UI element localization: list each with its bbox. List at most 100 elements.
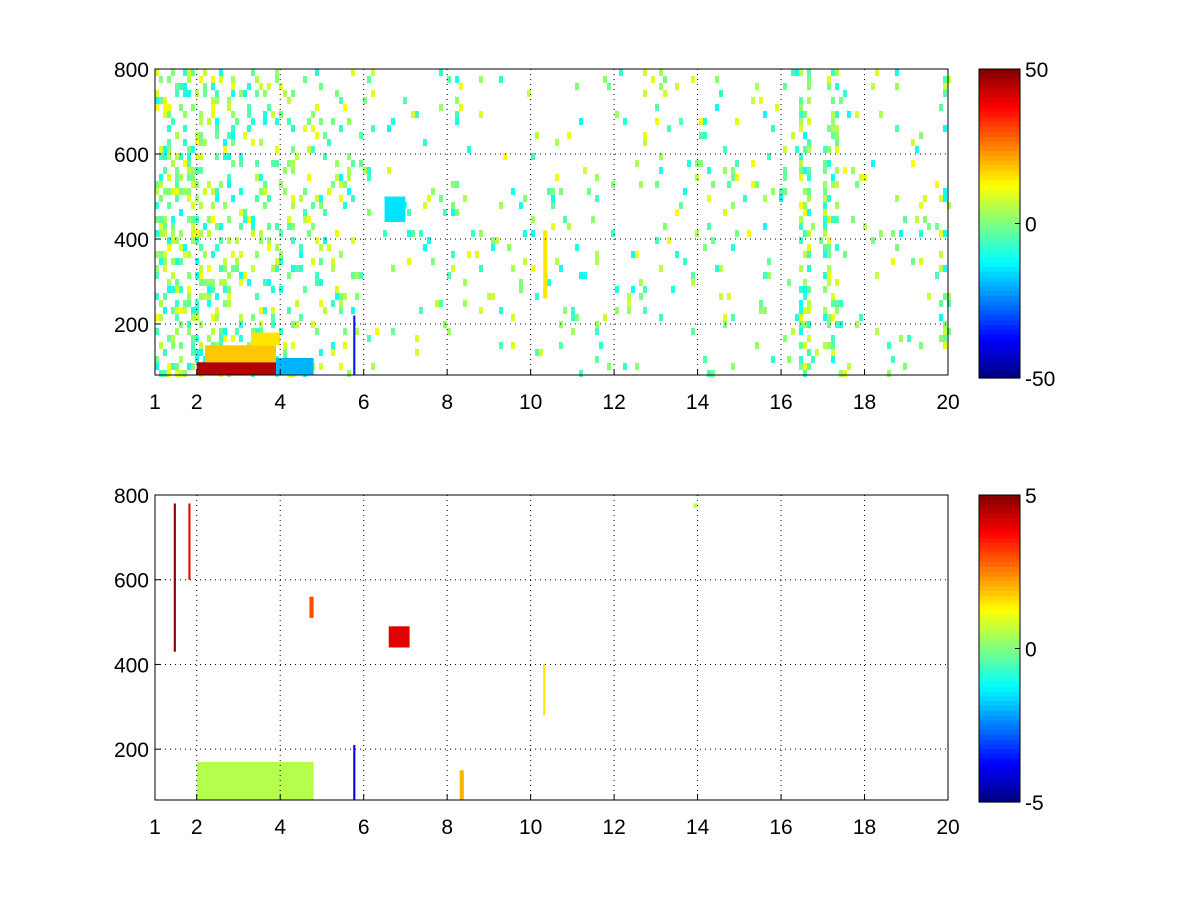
heatmap-cell xyxy=(431,258,435,265)
colorbar-swatch xyxy=(979,624,1020,630)
heatmap-cell xyxy=(227,237,231,244)
heatmap-cell xyxy=(683,258,687,265)
heatmap-cell xyxy=(391,118,395,125)
heatmap-cell xyxy=(715,76,719,83)
heatmap-cell xyxy=(231,335,235,342)
heatmap-cell xyxy=(211,279,215,286)
colorbar-swatch xyxy=(979,78,1020,85)
heatmap-cell xyxy=(191,342,195,349)
heatmap-cell xyxy=(155,272,159,279)
heatmap-cell xyxy=(607,83,611,90)
heatmap-cell xyxy=(239,314,243,321)
heatmap-cell xyxy=(855,181,859,188)
colorbar-swatch xyxy=(979,538,1020,544)
heatmap-cell xyxy=(191,181,195,188)
heatmap-cell xyxy=(199,230,203,237)
heatmap-cell xyxy=(303,188,307,195)
heatmap-cell xyxy=(163,293,167,300)
colorbar-swatch xyxy=(979,315,1020,321)
heatmap-cell xyxy=(219,335,223,342)
heatmap-cell xyxy=(267,237,271,244)
heatmap-cell xyxy=(311,125,315,132)
heatmap-cell xyxy=(511,188,515,195)
heatmap-cell xyxy=(331,181,335,188)
heatmap-cell xyxy=(259,139,263,146)
heatmap-cell xyxy=(891,356,895,363)
heatmap-cell xyxy=(639,293,643,300)
heatmap-cell xyxy=(439,104,443,111)
heatmap-cell xyxy=(287,118,291,125)
heatmap-cell xyxy=(943,83,947,90)
heatmap-cell xyxy=(611,181,615,188)
heatmap-cell xyxy=(267,244,271,251)
heatmap-cell xyxy=(155,202,159,209)
heatmap-cell xyxy=(239,160,243,167)
heatmap-cell xyxy=(243,132,247,139)
heatmap-cell xyxy=(279,83,283,90)
heatmap-cell xyxy=(287,272,291,279)
heatmap-cell xyxy=(175,174,179,181)
x-tick-label: 16 xyxy=(769,816,792,839)
colorbar-swatch xyxy=(979,88,1020,94)
heatmap-cell xyxy=(231,125,235,132)
heatmap-cell xyxy=(559,265,563,272)
heatmap-cell xyxy=(235,118,239,125)
heatmap-cell xyxy=(175,300,179,307)
heatmap-cell xyxy=(287,97,291,104)
heatmap-cell xyxy=(863,223,867,230)
heatmap-cell xyxy=(799,97,803,104)
heatmap-cell xyxy=(807,286,811,293)
heatmap-cell xyxy=(835,300,839,307)
colorbar-swatch xyxy=(979,281,1020,287)
heatmap-cell xyxy=(523,230,527,237)
colorbar-swatch xyxy=(979,102,1020,109)
heatmap-cell xyxy=(243,216,247,223)
colorbar-swatch xyxy=(979,180,1020,186)
heatmap-cell xyxy=(203,69,207,76)
heatmap-cell xyxy=(839,370,843,377)
heatmap-cell xyxy=(831,118,835,125)
colorbar-swatch xyxy=(979,725,1020,731)
heatmap-cell xyxy=(495,237,499,244)
heatmap-cell xyxy=(775,104,779,111)
heatmap-cell xyxy=(203,251,207,258)
colorbar-swatch xyxy=(979,586,1020,592)
heatmap-cell xyxy=(447,328,451,335)
heatmap-cell xyxy=(835,307,839,314)
heatmap-cell xyxy=(939,300,943,307)
heatmap-cell xyxy=(895,125,899,132)
heatmap-cell xyxy=(311,146,315,153)
heatmap-feature-0 xyxy=(173,503,176,652)
heatmap-cell xyxy=(547,279,551,286)
heatmap-cell xyxy=(367,174,371,181)
heatmap-cell xyxy=(571,328,575,335)
heatmap-cell xyxy=(271,111,275,118)
heatmap-cell xyxy=(231,76,235,83)
heatmap-cell xyxy=(259,307,263,314)
heatmap-cell xyxy=(255,160,259,167)
heatmap-cell xyxy=(783,146,787,153)
colorbar-swatch xyxy=(979,339,1020,345)
heatmap-cell xyxy=(191,314,195,321)
heatmap-cell xyxy=(315,272,319,279)
heatmap-cell xyxy=(823,188,827,195)
heatmap-cell xyxy=(207,118,211,125)
heatmap-cell xyxy=(199,279,203,286)
heatmap-cell xyxy=(191,335,195,342)
heatmap-cell xyxy=(155,188,159,195)
heatmap-cell xyxy=(175,153,179,160)
heatmap-cell xyxy=(343,202,347,209)
heatmap-cell xyxy=(295,321,299,328)
heatmap-cell xyxy=(247,83,251,90)
heatmap-cell xyxy=(823,167,827,174)
heatmap-cell xyxy=(355,272,359,279)
colorbar-swatch xyxy=(979,107,1020,114)
heatmap-cell xyxy=(167,244,171,251)
heatmap-cell xyxy=(623,363,627,370)
heatmap-cell xyxy=(195,153,199,160)
heatmap-cell xyxy=(563,307,567,314)
heatmap-cell xyxy=(475,251,479,258)
heatmap-cell xyxy=(803,342,807,349)
heatmap-cell xyxy=(455,111,459,118)
heatmap-cell xyxy=(823,272,827,279)
